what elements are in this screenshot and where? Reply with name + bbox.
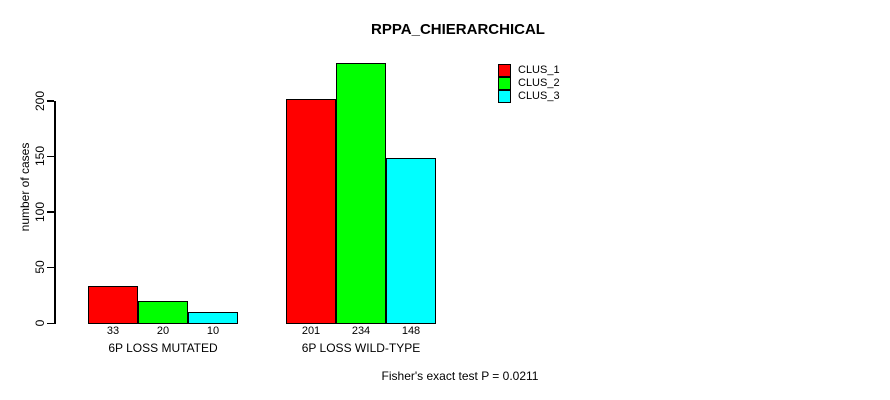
y-axis-line [54, 100, 56, 324]
y-axis-tick [47, 322, 54, 324]
bar-clus_2-group1 [138, 300, 188, 324]
bar-value-label: 33 [106, 325, 120, 337]
y-axis-tick-label: 100 [33, 201, 47, 222]
legend-swatch-icon [498, 63, 511, 77]
y-axis-tick [47, 266, 54, 269]
footer-annotation: Fisher's exact test P = 0.0211 [381, 369, 539, 383]
category-label-group1: 6P LOSS MUTATED [108, 341, 218, 355]
legend-item: CLUS_2 [498, 76, 560, 90]
legend-label: CLUS_3 [518, 90, 560, 102]
y-axis-tick-label: 50 [33, 260, 47, 275]
y-axis-tick-label: 200 [33, 90, 47, 111]
bar-clus_2-group2 [336, 62, 386, 324]
y-axis-tick [47, 155, 54, 158]
legend-item: CLUS_1 [498, 63, 560, 77]
bar-clus_3-group1 [188, 311, 238, 324]
bar-value-label: 148 [401, 325, 421, 337]
bar-value-label: 10 [206, 325, 220, 337]
bar-clus_3-group2 [386, 158, 436, 324]
y-axis-tick-label: 0 [33, 319, 47, 327]
y-axis-tick [47, 100, 54, 102]
category-label-group2: 6P LOSS WILD-TYPE [301, 341, 421, 355]
legend-item: CLUS_3 [498, 89, 560, 103]
bar-value-label: 234 [351, 325, 371, 337]
legend-swatch-icon [498, 76, 511, 90]
legend-label: CLUS_2 [518, 77, 560, 89]
bar-value-label: 201 [301, 325, 321, 337]
bar-clus_1-group2 [286, 99, 336, 324]
legend-label: CLUS_1 [518, 64, 560, 76]
legend: CLUS_1 CLUS_2 CLUS_3 [498, 63, 560, 103]
y-axis-tick [47, 211, 54, 213]
bar-clus_1-group1 [88, 286, 138, 324]
chart-title: RPPA_CHIERARCHICAL [371, 21, 545, 38]
y-axis-label: number of cases [18, 142, 32, 232]
y-axis-tick-label: 150 [33, 146, 47, 167]
legend-swatch-icon [498, 89, 511, 103]
bar-value-label: 20 [156, 325, 170, 337]
